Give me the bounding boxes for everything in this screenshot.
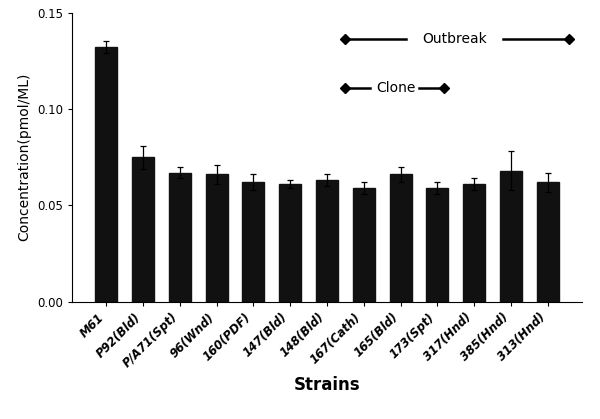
Bar bbox=[316, 180, 338, 302]
Bar bbox=[463, 184, 485, 302]
Bar bbox=[389, 174, 412, 302]
Bar bbox=[132, 157, 154, 302]
X-axis label: Strains: Strains bbox=[293, 376, 361, 394]
Bar bbox=[95, 47, 117, 302]
Bar bbox=[169, 173, 191, 302]
Bar bbox=[537, 182, 559, 302]
Text: Outbreak: Outbreak bbox=[422, 31, 487, 46]
Bar bbox=[242, 182, 265, 302]
Bar bbox=[427, 188, 448, 302]
Text: Clone: Clone bbox=[376, 81, 416, 95]
Bar bbox=[500, 171, 522, 302]
Bar bbox=[206, 174, 227, 302]
Bar bbox=[279, 184, 301, 302]
Y-axis label: Concentration(pmol/ML): Concentration(pmol/ML) bbox=[17, 73, 31, 241]
Bar bbox=[353, 188, 375, 302]
